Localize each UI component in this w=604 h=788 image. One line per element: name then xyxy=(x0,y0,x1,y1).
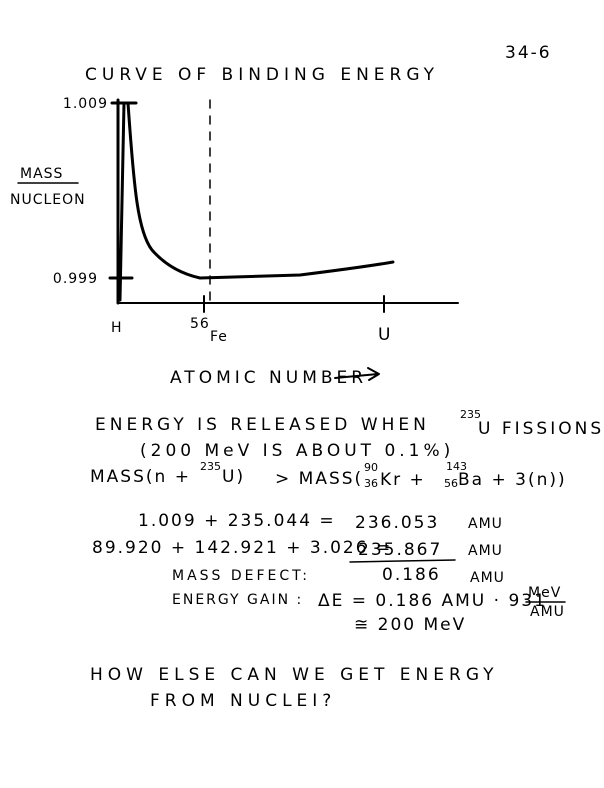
equation: 1.009 + 235.044 = xyxy=(138,511,336,531)
question: FROM NUCLEI? xyxy=(150,691,336,711)
unit: AMU xyxy=(470,570,505,586)
unit: AMU xyxy=(468,516,503,532)
x-tick-label: Fe xyxy=(210,329,228,345)
superscript: 143 xyxy=(446,460,467,473)
equation-value: 236.053 xyxy=(355,513,439,533)
superscript: 235 xyxy=(460,408,481,421)
page-number: 34-6 xyxy=(505,43,552,63)
subscript: 56 xyxy=(444,477,458,490)
note: ENERGY IS RELEASED WHEN xyxy=(95,415,430,435)
subscript: 36 xyxy=(364,477,378,490)
superscript: 90 xyxy=(364,461,378,474)
y-tick-label: 1.009 xyxy=(63,96,108,112)
equation: MASS DEFECT: xyxy=(172,568,310,584)
graph-title: CURVE OF BINDING ENERGY xyxy=(85,65,439,85)
equation: 89.920 + 142.921 + 3.026 = xyxy=(92,538,392,558)
unit: AMU xyxy=(468,543,503,559)
x-label: ATOMIC NUMBER xyxy=(170,368,367,388)
y-label-denominator: NUCLEON xyxy=(10,192,86,208)
note: Ba + 3(n)) xyxy=(458,470,567,490)
unit-denominator: AMU xyxy=(530,604,565,620)
question: HOW ELSE CAN WE GET ENERGY xyxy=(90,665,499,685)
unit-numerator: MeV xyxy=(528,585,561,601)
note: (200 MeV IS ABOUT 0.1%) xyxy=(140,441,454,461)
graph-axes xyxy=(108,98,459,313)
x-tick-label: U xyxy=(378,325,392,345)
equation: ENERGY GAIN : xyxy=(172,592,303,608)
y-tick-label: 0.999 xyxy=(53,271,98,287)
equation: ΔE = 0.186 AMU · 931 xyxy=(318,591,547,611)
equation-value: 235.867 xyxy=(358,540,442,560)
superscript: 235 xyxy=(200,460,221,473)
x-tick-mass: 56 xyxy=(190,316,210,332)
sum-line xyxy=(349,559,456,563)
equation-value: 0.186 xyxy=(382,565,441,585)
equation: ≅ 200 MeV xyxy=(354,615,466,635)
note: U) xyxy=(222,467,245,487)
note: U FISSIONS xyxy=(478,419,604,439)
note: MASS(n + xyxy=(90,467,191,487)
y-label-numerator: MASS xyxy=(20,166,63,182)
arrow xyxy=(334,367,380,381)
note: > MASS( xyxy=(275,469,363,489)
x-tick-label: H xyxy=(111,320,123,336)
note: Kr + xyxy=(380,470,426,490)
